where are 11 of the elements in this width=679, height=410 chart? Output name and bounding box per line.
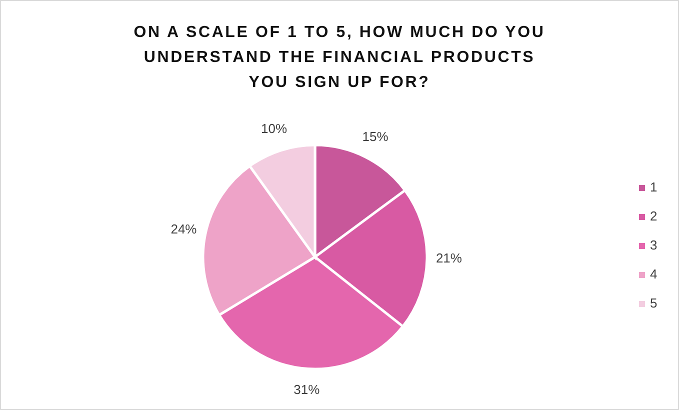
data-label: 24% xyxy=(170,222,198,237)
legend-label: 2 xyxy=(650,208,658,224)
legend-label: 4 xyxy=(650,266,658,282)
legend-label: 3 xyxy=(650,237,658,252)
chart-title: ON A SCALE OF 1 TO 5, HOW MUCH DO YOU UNDERSTAND THE FINANCIAL PRODUCTS YOU SIGN UP FOR? xyxy=(134,24,546,91)
data-label: 15% xyxy=(362,128,389,144)
legend-label: 5 xyxy=(650,295,658,310)
data-label: 10% xyxy=(260,120,288,136)
data-label: 21% xyxy=(436,250,462,266)
data-label: 31% xyxy=(294,382,320,398)
legend-label: 1 xyxy=(650,179,658,194)
